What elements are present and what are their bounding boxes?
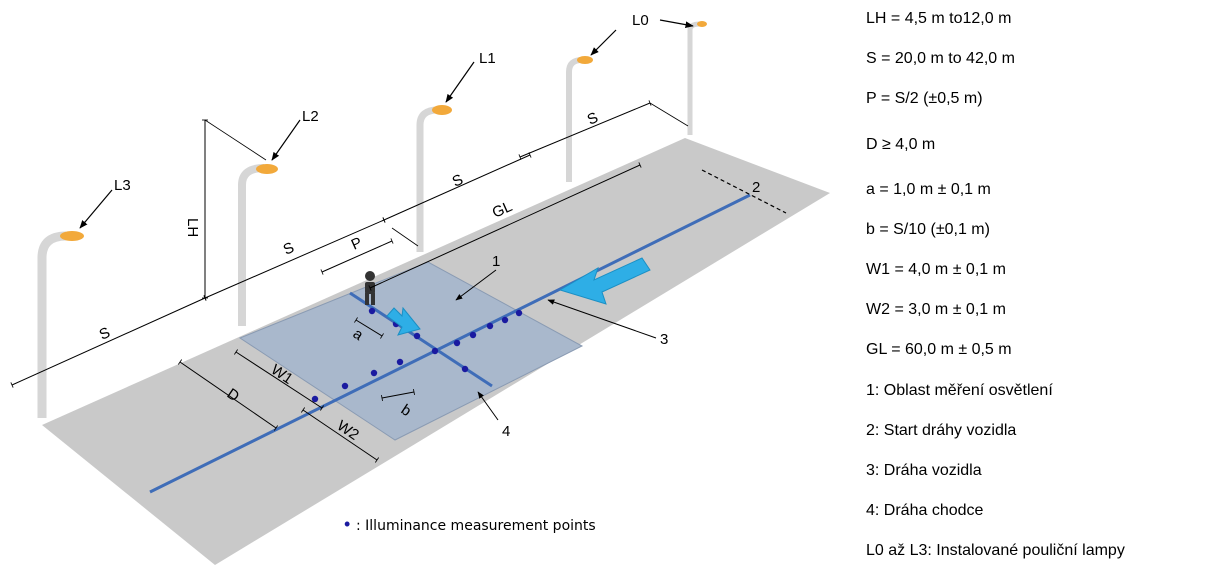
measurement-point [469, 331, 477, 339]
vehicle-path [149, 193, 751, 494]
lamp-callouts [79, 19, 694, 229]
zone-callouts [455, 269, 657, 421]
spec-b: b = S/10 (±0,1 m) [866, 221, 990, 238]
spec-lh: LH = 4,5 m to12,0 m [866, 10, 1012, 27]
label-l2: L2 [302, 108, 319, 125]
label-lh: LH [184, 218, 201, 237]
spec-gl: GL = 60,0 m ± 0,5 m [866, 341, 1012, 358]
legend-text: : Illuminance measurement points [356, 518, 596, 534]
label-l3: L3 [114, 177, 131, 194]
measurement-point [515, 309, 523, 317]
spec-zone-1: 1: Oblast měření osvětlení [866, 382, 1053, 399]
spec-zone-4: 4: Dráha chodce [866, 502, 984, 519]
spec-w2: W2 = 3,0 m ± 0,1 m [866, 301, 1006, 318]
vehicle-start-line [701, 169, 787, 214]
label-s-mid: S [450, 171, 466, 191]
label-zone-3: 3 [660, 331, 668, 348]
measurement-point [396, 358, 404, 366]
spec-a: a = 1,0 m ± 0,1 m [866, 181, 991, 198]
spec-p: P = S/2 (±0,5 m) [866, 90, 983, 107]
street-lamp-l0 [687, 21, 707, 135]
label-zone-2: 2 [752, 179, 760, 196]
spec-lamps: L0 až L3: Instalované pouliční lampy [866, 542, 1125, 559]
label-l0: L0 [632, 12, 649, 29]
measurement-point [413, 332, 421, 340]
measurement-point [501, 316, 509, 324]
measurement-point [431, 347, 439, 355]
measurement-point [370, 369, 378, 377]
test-setup-diagram: L0 L1 L2 L3 LH S S S S GL P D W1 W2 a b … [10, 12, 830, 565]
measurement-point [486, 322, 494, 330]
spec-zone-2: 2: Start dráhy vozidla [866, 422, 1017, 439]
label-l1: L1 [479, 50, 496, 67]
street-lamp-l2 [238, 164, 278, 326]
spec-zone-3: 3: Dráha vozidla [866, 462, 982, 479]
measurement-point [461, 365, 469, 373]
label-s-near: S [281, 239, 297, 259]
street-lamp-l1 [566, 56, 593, 182]
label-zone-1: 1 [492, 253, 500, 270]
measurement-point [368, 307, 376, 315]
measurement-point [453, 339, 461, 347]
legend-marker: • [344, 514, 350, 534]
arrow-right-icon [386, 306, 421, 336]
dimension-lines [10, 100, 689, 463]
measurement-point [311, 395, 319, 403]
vehicle-path-points [311, 309, 523, 403]
measurement-point [341, 382, 349, 390]
spec-s: S = 20,0 m to 42,0 m [866, 50, 1015, 67]
street-lamp-l3 [37, 231, 84, 418]
label-p: P [349, 234, 365, 254]
legend: • : Illuminance measurement points [344, 514, 596, 534]
spec-w1: W1 = 4,0 m ± 0,1 m [866, 261, 1006, 278]
street-lamp-l1-near [416, 105, 452, 252]
spec-d: D ≥ 4,0 m [866, 136, 936, 153]
label-zone-4: 4 [502, 423, 510, 440]
label-s-far: S [585, 109, 601, 129]
label-gl: GL [490, 198, 515, 222]
